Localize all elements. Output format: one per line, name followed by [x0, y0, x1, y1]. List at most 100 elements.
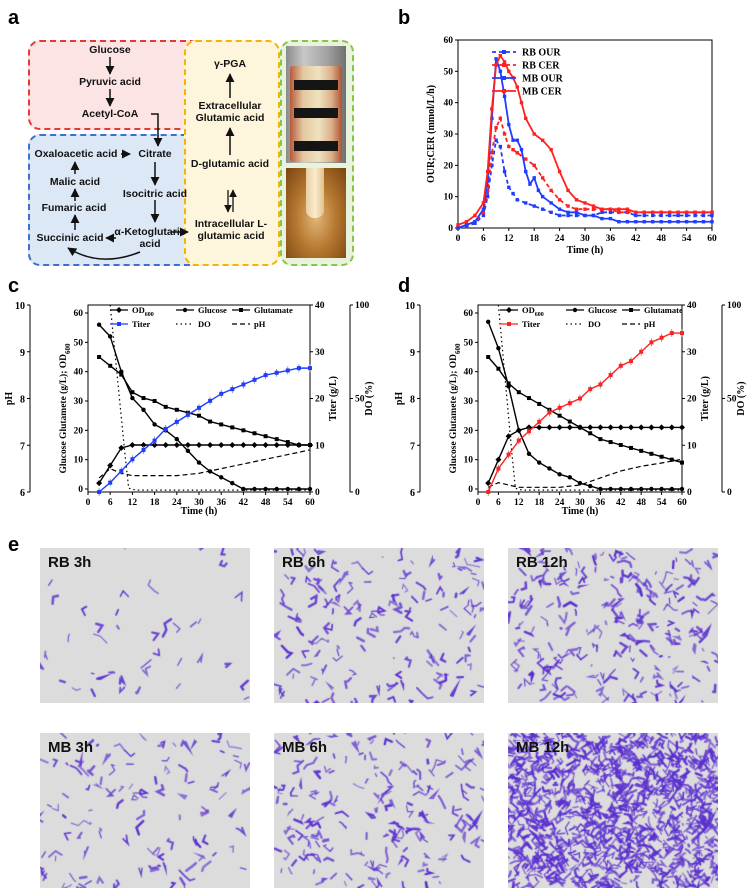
main-tick-label: 40	[464, 368, 474, 378]
data-point	[262, 442, 269, 448]
legend-label: pH	[644, 319, 656, 329]
data-point	[557, 405, 562, 410]
titer-tick-label: 10	[687, 441, 697, 451]
ph-tick-label: 9	[20, 348, 25, 359]
micrograph: MB 6h	[274, 733, 484, 888]
y-tick-label: 0	[448, 224, 453, 234]
data-point	[174, 436, 179, 442]
do-tick-label: 50	[727, 395, 737, 405]
metabolite-oxaloacetic: Oxaloacetic acid	[34, 148, 118, 160]
data-point	[141, 447, 146, 452]
data-point	[651, 220, 655, 224]
data-point	[515, 85, 519, 89]
data-point	[583, 213, 587, 218]
data-point	[625, 220, 630, 224]
micrograph-label: MB 12h	[516, 739, 570, 756]
data-point	[642, 210, 646, 215]
clamp-band	[294, 108, 338, 118]
main-axis-label-sub: 600	[454, 343, 462, 354]
data-point	[516, 390, 521, 395]
ph-tick-label: 8	[410, 395, 415, 406]
data-point	[486, 355, 491, 359]
data-point	[608, 216, 613, 221]
data-point	[208, 398, 213, 403]
x-axis-label: Time (h)	[567, 245, 604, 256]
titer-tick-label: 30	[315, 348, 325, 358]
data-point	[152, 399, 157, 403]
y-tick-label: 10	[444, 193, 454, 203]
data-point	[549, 201, 553, 205]
legend-label: MB CER	[522, 87, 563, 98]
main-tick-label: 30	[464, 397, 474, 407]
data-point	[679, 486, 685, 492]
x-tick-label: 42	[631, 234, 641, 244]
data-point	[263, 434, 268, 439]
data-point	[524, 116, 528, 121]
data-point	[527, 429, 531, 434]
data-point	[490, 107, 494, 111]
legend-label: OD600	[522, 305, 544, 318]
data-point	[273, 442, 280, 448]
legend-label: OD600	[132, 305, 154, 318]
data-point	[524, 169, 528, 174]
data-point	[494, 63, 498, 67]
data-point	[208, 419, 213, 424]
data-point	[679, 424, 685, 431]
data-point	[240, 442, 247, 448]
micrograph-image	[508, 733, 718, 888]
data-point	[591, 204, 596, 208]
data-point	[617, 210, 621, 215]
data-point	[617, 220, 621, 224]
data-point	[557, 169, 562, 174]
data-point	[219, 391, 224, 396]
data-point	[591, 213, 596, 218]
x-tick-label: 60	[305, 498, 315, 508]
ph-tick-label: 10	[405, 301, 415, 312]
x-tick-label: 48	[261, 498, 271, 508]
legend-label: Titer	[522, 319, 540, 329]
data-point	[481, 210, 486, 215]
data-point	[119, 468, 124, 473]
data-point	[638, 424, 645, 431]
do-tick-label: 0	[727, 488, 732, 498]
data-point	[639, 486, 644, 492]
data-point	[494, 138, 498, 142]
legend-marker	[182, 307, 188, 313]
data-point	[680, 331, 684, 336]
legend-label: RB CER	[522, 61, 560, 72]
micrograph-image	[274, 548, 484, 703]
titer-tick-label: 0	[315, 488, 320, 498]
data-point	[519, 147, 524, 152]
data-point	[547, 410, 552, 415]
metabolite-fumaric: Fumaric acid	[41, 202, 107, 214]
titer-tick-label: 10	[315, 441, 325, 451]
data-point	[219, 422, 224, 427]
data-point	[532, 204, 536, 208]
data-point	[494, 57, 498, 61]
legend-marker	[239, 308, 243, 312]
x-tick-label: 30	[575, 498, 585, 508]
data-point	[587, 424, 594, 431]
data-point	[639, 349, 644, 354]
legend-label-text: pH	[644, 319, 656, 329]
do-tick-label: 50	[355, 395, 365, 405]
data-point	[490, 151, 494, 155]
titer-axis-label: Titer (g/L)	[328, 376, 339, 421]
data-point	[296, 366, 301, 371]
data-point	[667, 210, 672, 215]
data-point	[710, 213, 714, 218]
micrograph: RB 12h	[508, 548, 718, 703]
data-point	[140, 442, 147, 448]
ph-tick-label: 7	[410, 441, 415, 452]
clamp-band	[294, 80, 338, 90]
x-tick-label: 0	[86, 498, 91, 508]
micrograph: MB 12h	[508, 733, 718, 888]
legend-label-sub: 600	[535, 312, 544, 318]
data-point	[598, 486, 603, 492]
micrograph: RB 3h	[40, 548, 250, 703]
y-tick-label: 40	[444, 99, 454, 109]
data-point	[524, 201, 528, 205]
data-point	[628, 424, 634, 431]
metabolite-glucose: Glucose	[89, 44, 131, 56]
x-tick-label: 18	[529, 234, 539, 244]
